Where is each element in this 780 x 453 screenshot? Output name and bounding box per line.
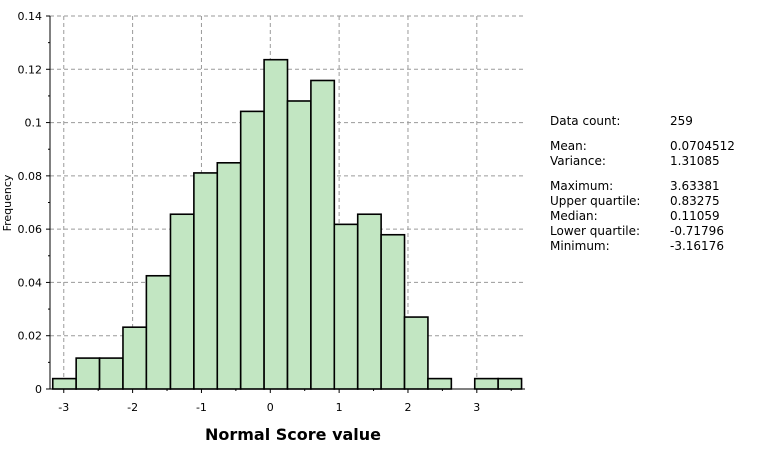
histogram-bar xyxy=(497,377,523,390)
histogram-bar xyxy=(333,223,359,390)
histogram-chart: 0 0.02 0.04 0.06 0.08 0.1 0.12 0.14 -3 -2 -1 0 1 2 3 N… xyxy=(1,10,525,444)
histogram-bar xyxy=(356,213,382,390)
y-tick-label: 0 xyxy=(35,383,42,396)
stat-value: 3.63381 xyxy=(670,179,720,193)
stat-label: Mean: xyxy=(550,139,587,153)
y-axis-label: Frequency xyxy=(1,174,14,231)
histogram-bar xyxy=(216,162,242,390)
stat-label: Data count: xyxy=(550,114,621,128)
histogram-bar xyxy=(98,357,124,390)
y-tick-label: 0.06 xyxy=(18,223,43,236)
stat-value: 1.31085 xyxy=(670,154,720,168)
stat-value: 0.0704512 xyxy=(670,139,735,153)
stat-label: Lower quartile: xyxy=(550,224,641,238)
x-tick-label: 1 xyxy=(336,401,343,414)
stat-label: Upper quartile: xyxy=(550,194,641,208)
histogram-bar xyxy=(403,316,429,390)
stat-label: Minimum: xyxy=(550,239,610,253)
stat-label: Variance: xyxy=(550,154,606,168)
stat-value: 0.11059 xyxy=(670,209,720,223)
y-tick-label: 0.1 xyxy=(25,117,43,130)
stat-value: -3.16176 xyxy=(670,239,724,253)
stat-label: Median: xyxy=(550,209,598,223)
y-tick-label: 0.12 xyxy=(18,63,43,76)
y-tick-label: 0.04 xyxy=(18,276,43,289)
x-axis-label: Normal Score value xyxy=(205,425,381,444)
x-tick-label: 0 xyxy=(267,401,274,414)
x-tick-label: -1 xyxy=(196,401,207,414)
histogram-bar xyxy=(380,233,406,390)
histogram-bar xyxy=(145,274,172,390)
histogram-bar xyxy=(51,377,77,390)
stat-value: -0.71796 xyxy=(670,224,724,238)
histogram-bar xyxy=(286,100,312,390)
histogram-bar xyxy=(169,213,195,390)
y-tick-label: 0.14 xyxy=(18,10,43,23)
x-tick-label: 3 xyxy=(473,401,480,414)
x-tick-label: -3 xyxy=(58,401,69,414)
histogram-bar xyxy=(310,79,336,390)
y-tick-label: 0.02 xyxy=(18,330,43,343)
histogram-bar xyxy=(193,172,219,390)
axes xyxy=(46,15,525,393)
histogram-bar xyxy=(263,58,289,390)
tick-labels: 0 0.02 0.04 0.06 0.08 0.1 0.12 0.14 -3 -2 -1 0 1 2 3 xyxy=(18,10,481,414)
stat-value: 259 xyxy=(670,114,693,128)
histogram-bar xyxy=(427,377,453,390)
histogram-bar xyxy=(239,110,265,390)
histogram-bar xyxy=(75,357,101,390)
histogram-bar xyxy=(473,377,499,390)
x-tick-label: -2 xyxy=(127,401,138,414)
x-tick-label: 2 xyxy=(404,401,411,414)
y-tick-label: 0.08 xyxy=(18,170,43,183)
histogram-bar xyxy=(122,326,148,390)
stat-label: Maximum: xyxy=(550,179,614,193)
stat-value: 0.83275 xyxy=(670,194,720,208)
histogram-bars xyxy=(51,58,523,390)
